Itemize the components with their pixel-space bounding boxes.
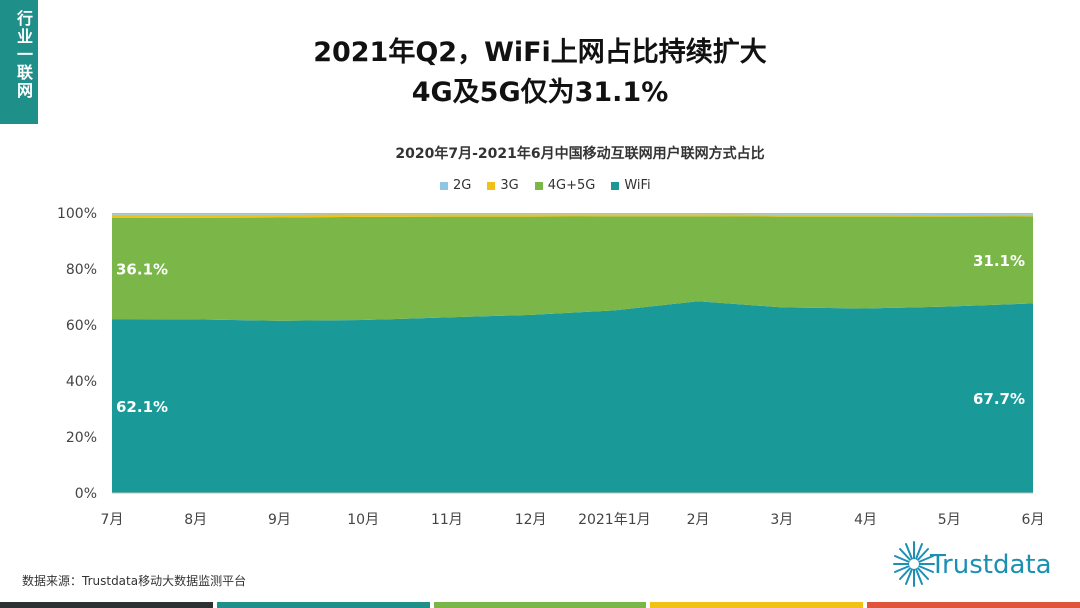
x-tick-label: 8月 [184,512,207,528]
legend-label-wifi: WiFi [624,178,651,193]
x-tick-label: 7月 [101,512,124,528]
footer-bar [867,602,1080,608]
y-tick-label: 100% [57,206,97,222]
y-tick-label: 20% [66,430,97,446]
page-subtitle: 4G及5G仅为31.1% [411,77,669,108]
x-tick-label: 12月 [515,512,547,528]
chart-legend: 2G 3G 4G+5G WiFi [440,178,651,193]
data-label: 31.1% [973,252,1025,270]
data-label: 62.1% [116,398,168,416]
y-tick-label: 60% [66,318,97,334]
x-tick-label: 10月 [347,512,379,528]
footer-color-bars [0,602,1080,608]
data-label: 67.7% [973,390,1025,408]
legend-swatch-2g [440,181,448,190]
area-series-2g [112,213,1033,215]
x-tick-label: 5月 [938,512,961,528]
x-tick-label: 2月 [687,512,710,528]
legend-item-3g: 3G [487,178,519,193]
legend-swatch-3g [487,181,496,190]
legend-item-wifi: WiFi [611,178,651,193]
footer-bar [0,602,213,608]
data-label: 36.1% [116,261,168,279]
trustdata-logo: Trustdata [890,536,1070,592]
x-tick-label: 9月 [268,512,291,528]
x-tick-label: 3月 [770,512,793,528]
y-tick-label: 40% [66,374,97,390]
footer-bar [650,602,864,608]
legend-swatch-wifi [611,181,620,190]
legend-label-3g: 3G [500,178,519,193]
section-tab-label: 行业一联网 [14,10,33,100]
area-series-4g-5g [112,216,1033,321]
x-tick-label: 6月 [1022,512,1045,528]
logo-wordmark: Trustdata [930,550,1052,580]
legend-swatch-4g5g [534,181,543,190]
chart-title: 2020年7月-2021年6月中国移动互联网用户联网方式占比 [395,146,765,162]
y-tick-label: 0% [75,486,97,502]
footer-bar [216,602,430,608]
page-title: 2021年Q2，WiFi上网占比持续扩大 [313,37,767,68]
data-source-note: 数据来源：Trustdata移动大数据监测平台 [22,574,247,588]
y-tick-label: 80% [66,262,97,278]
x-tick-label: 4月 [854,512,877,528]
sunburst-logo-icon [893,541,935,587]
section-tab: 行业一联网 [0,0,38,124]
footer-bar [433,602,647,608]
legend-label-2g: 2G [453,178,472,193]
area-series-3g [112,214,1033,218]
x-tick-label: 11月 [431,512,463,528]
legend-item-2g: 2G [440,178,471,193]
legend-item-4g5g: 4G+5G [534,178,596,193]
legend-label-4g5g: 4G+5G [547,178,596,193]
area-series-wifi [112,301,1033,493]
x-tick-label: 2021年1月 [578,512,651,528]
